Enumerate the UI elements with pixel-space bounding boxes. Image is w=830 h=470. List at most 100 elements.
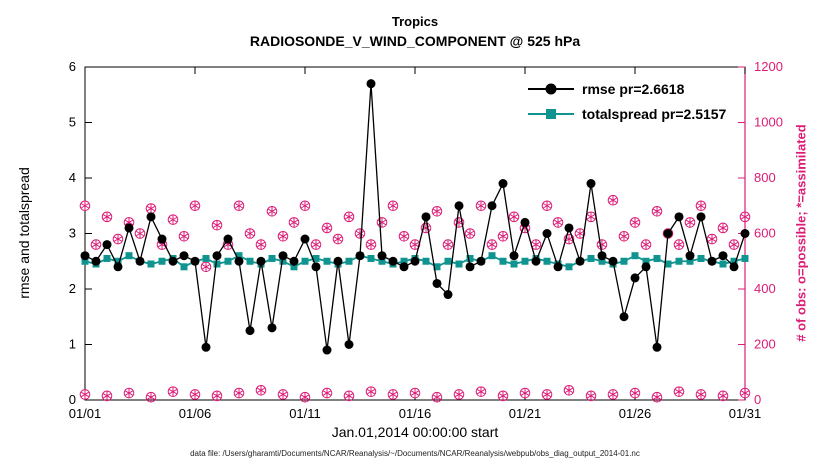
obs-circle-asterisk-icon — [167, 386, 179, 397]
obs-circle-asterisk-icon — [596, 239, 608, 250]
data-file-caption: data file: /Users/gharamti/Documents/NCA… — [190, 449, 640, 458]
obs-circle-asterisk-icon — [343, 390, 355, 402]
obs-circle-asterisk-icon — [409, 239, 421, 250]
obs-circle-asterisk-icon — [475, 386, 487, 397]
circle-marker-icon — [545, 83, 557, 94]
legend-item-rmse: rmse pr=2.6618 — [528, 76, 726, 101]
obs-circle-asterisk-icon — [79, 200, 91, 212]
obs-circle-asterisk-icon — [211, 390, 223, 402]
obs-circle-asterisk-icon — [475, 200, 487, 212]
x-tick-label: 01/31 — [729, 406, 762, 421]
obs-circle-asterisk-icon — [145, 203, 157, 214]
y-left-tick-label: 2 — [69, 281, 76, 296]
y-left-tick-label: 6 — [69, 59, 76, 74]
obs-circle-asterisk-icon — [585, 390, 597, 402]
square-marker-icon — [546, 108, 556, 119]
obs-circle-asterisk-icon — [310, 239, 322, 250]
obs-circle-asterisk-icon — [354, 228, 366, 239]
y-left-tick-label: 5 — [69, 115, 76, 130]
obs-circle-asterisk-icon — [233, 200, 245, 212]
obs-circle-asterisk-icon — [607, 389, 619, 400]
obs-circle-asterisk-icon — [552, 217, 564, 228]
obs-circle-asterisk-icon — [695, 389, 707, 400]
legend: rmse pr=2.6618 totalspread pr=2.5157 — [528, 76, 726, 126]
obs-circle-asterisk-icon — [541, 389, 553, 400]
obs-circle-asterisk-icon — [321, 222, 333, 234]
obs-circle-asterisk-icon — [255, 239, 267, 250]
obs-circle-asterisk-icon — [398, 230, 410, 242]
obs-circle-asterisk-icon — [123, 387, 135, 399]
obs-circle-asterisk-icon — [640, 239, 652, 250]
y-right-tick-label: 200 — [754, 337, 776, 352]
obs-circle-asterisk-icon — [189, 389, 201, 400]
obs-circle-asterisk-icon — [167, 214, 179, 225]
legend-item-totalspread: totalspread pr=2.5157 — [528, 101, 726, 126]
y-left-tick-label: 4 — [69, 170, 76, 185]
obs-circle-asterisk-icon — [486, 239, 498, 250]
obs-circle-asterisk-icon — [739, 387, 751, 399]
x-tick-label: 01/16 — [399, 406, 432, 421]
obs-circle-asterisk-icon — [629, 387, 641, 399]
obs-circle-asterisk-icon — [200, 261, 212, 273]
obs-circle-asterisk-icon — [728, 239, 740, 250]
obs-circle-asterisk-icon — [717, 222, 729, 234]
obs-circle-asterisk-icon — [79, 389, 91, 400]
y-right-tick-label: 0 — [754, 392, 761, 407]
y-left-tick-label: 3 — [69, 226, 76, 241]
obs-circle-asterisk-icon — [233, 387, 245, 399]
obs-circle-asterisk-icon — [101, 390, 113, 402]
chart-subtitle: Tropics — [391, 14, 439, 29]
obs-circle-asterisk-icon — [673, 239, 685, 250]
y-right-tick-label: 1000 — [754, 115, 783, 130]
obs-circle-asterisk-icon — [431, 206, 443, 217]
y-axis-label-right: # of obs: o=possible; *=assimilated — [793, 124, 809, 342]
y-right-tick-label: 400 — [754, 281, 776, 296]
chart-title: RADIOSONDE_V_WIND_COMPONENT @ 525 hPa — [249, 33, 581, 49]
obs-circle-asterisk-icon — [376, 217, 388, 228]
x-tick-label: 01/11 — [289, 406, 321, 421]
legend-label-totalspread: totalspread pr=2.5157 — [582, 105, 727, 122]
totalspread-line-marker — [528, 106, 574, 122]
obs-circle-asterisk-icon — [607, 194, 619, 206]
obs-circle-asterisk-icon — [706, 233, 718, 245]
obs-circle-asterisk-icon — [387, 389, 399, 400]
x-axis-label: Jan.01,2014 00:00:00 start — [331, 424, 499, 440]
rmse-line-marker — [528, 81, 574, 97]
obs-circle-asterisk-icon — [288, 217, 300, 228]
obs-circle-asterisk-icon — [651, 391, 663, 403]
obs-circle-asterisk-icon — [299, 200, 311, 212]
obs-circle-asterisk-icon — [387, 200, 399, 212]
x-tick-label: 01/01 — [69, 406, 102, 421]
obs-circle-asterisk-icon — [739, 211, 751, 223]
obs-circle-asterisk-icon — [134, 228, 146, 239]
y-right-tick-label: 1200 — [754, 59, 783, 74]
obs-circle-asterisk-icon — [332, 233, 344, 245]
obs-circle-asterisk-icon — [365, 386, 377, 397]
obs-circle-asterisk-icon — [563, 384, 575, 396]
obs-circle-asterisk-icon — [178, 230, 190, 242]
obs-circle-asterisk-icon — [277, 230, 289, 242]
obs-circle-asterisk-icon — [101, 211, 113, 223]
obs-circle-asterisk-icon — [464, 228, 476, 239]
obs-circle-asterisk-icon — [519, 387, 531, 399]
obs-circle-asterisk-icon — [299, 391, 311, 403]
y-axis-label-left: rmse and totalspread — [16, 167, 32, 299]
obs-circle-asterisk-icon — [442, 239, 454, 250]
obs-circle-asterisk-icon — [585, 211, 597, 223]
obs-circle-asterisk-icon — [497, 230, 509, 242]
y-left-tick-label: 0 — [69, 392, 76, 407]
y-left-tick-label: 1 — [69, 337, 76, 352]
obs-circle-asterisk-icon — [365, 239, 377, 250]
obs-circle-asterisk-icon — [673, 386, 685, 397]
y-right-tick-label: 800 — [754, 170, 776, 185]
obs-circle-asterisk-icon — [684, 217, 696, 228]
legend-label-rmse: rmse pr=2.6618 — [582, 80, 685, 97]
obs-circle-asterisk-icon — [717, 390, 729, 402]
obs-circle-asterisk-icon — [618, 230, 630, 242]
obs-circle-asterisk-icon — [629, 217, 641, 228]
obs-circle-asterisk-icon — [574, 228, 586, 239]
obs-circle-asterisk-icon — [145, 391, 157, 403]
x-tick-label: 01/26 — [619, 406, 652, 421]
